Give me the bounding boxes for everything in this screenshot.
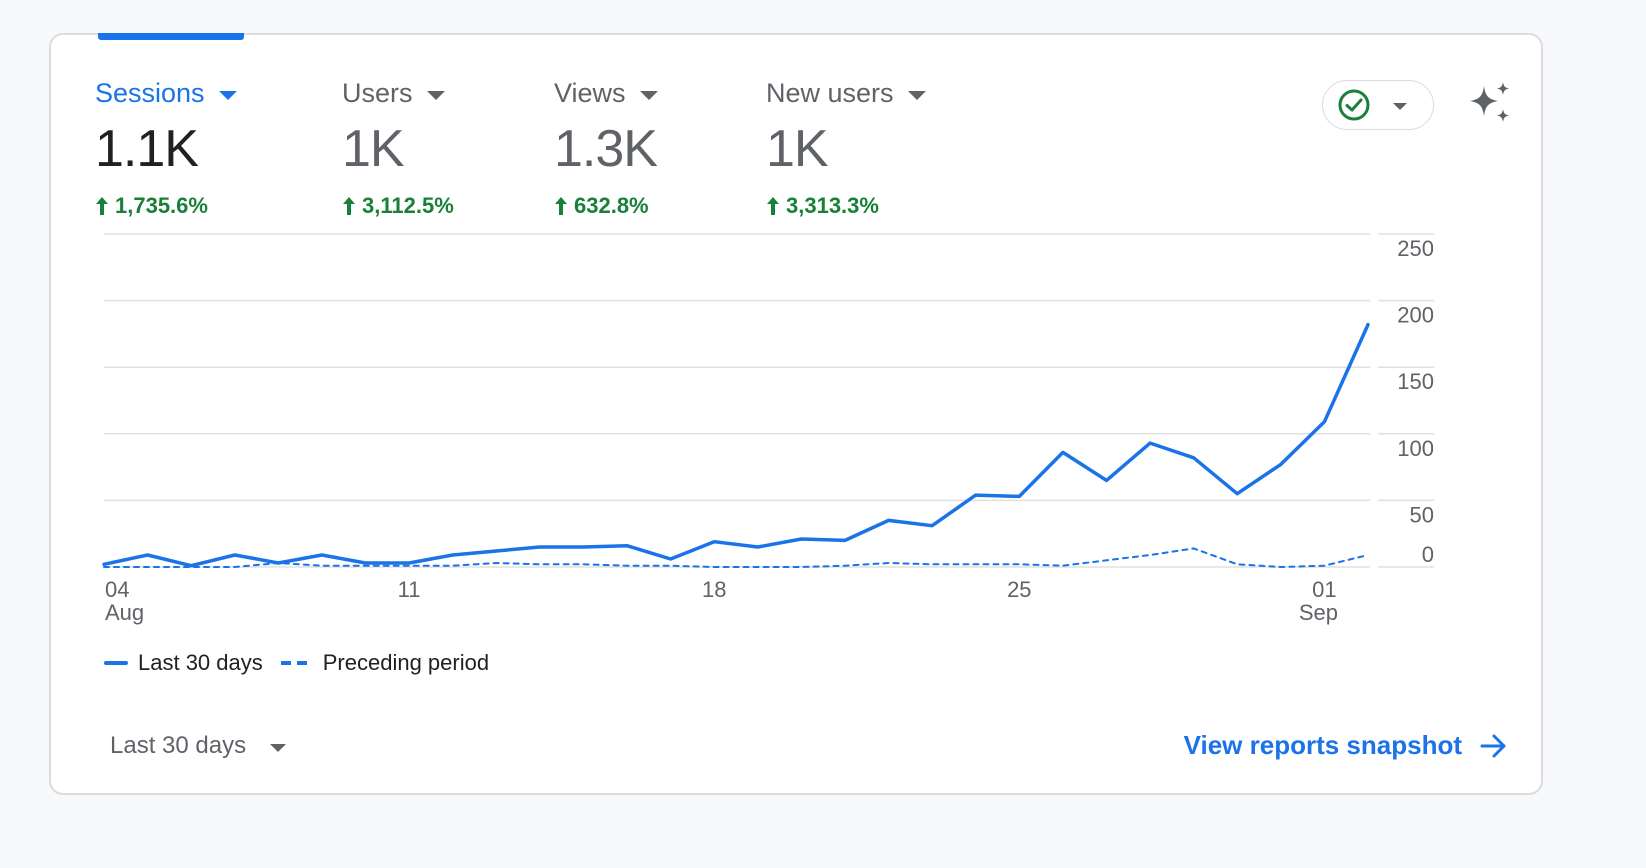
legend-item-current: Last 30 days (104, 650, 263, 676)
y-tick-label: 50 (1410, 502, 1434, 527)
arrow-up-icon (96, 197, 108, 215)
y-tick-label: 200 (1397, 303, 1434, 328)
chevron-down-icon (639, 90, 658, 100)
metric-new-users-value: 1K (766, 120, 829, 178)
metric-views-change: 632.8% (554, 193, 658, 219)
arrow-right-icon (1480, 734, 1506, 757)
metric-sessions-change-value: 1,735.6% (115, 193, 208, 218)
metric-views-value: 1.3K (554, 120, 658, 178)
chevron-down-icon (270, 743, 287, 752)
y-tick-label: 100 (1397, 436, 1434, 461)
series-line-last-30-days (102, 322, 1370, 568)
view-reports-snapshot-link[interactable]: View reports snapshot (1184, 730, 1508, 761)
metric-sessions[interactable]: Sessions 1.1K 1,735.6% (95, 78, 237, 219)
metric-views-change-value: 632.8% (574, 193, 649, 218)
chart-grid (104, 225, 1434, 575)
arrow-up-icon (343, 197, 355, 215)
chevron-down-icon (907, 90, 926, 100)
check-circle-icon (1338, 89, 1370, 121)
metric-sessions-value: 1.1K (95, 120, 199, 178)
metric-new-users-change-value: 3,313.3% (786, 193, 879, 218)
metric-users-value: 1K (342, 120, 405, 178)
metric-new-users-header[interactable]: New users (766, 78, 926, 109)
arrow-up-icon (555, 197, 567, 215)
x-tick-sublabel: Aug (105, 600, 144, 625)
y-tick-label: 0 (1422, 542, 1434, 567)
metric-new-users-change: 3,313.3% (766, 193, 926, 219)
metric-users-label: Users (342, 78, 413, 108)
sessions-overview-card (49, 33, 1543, 795)
chart-series (102, 322, 1370, 568)
legend-label-previous: Preceding period (322, 650, 490, 675)
chevron-down-icon (1393, 103, 1407, 110)
date-range-dropdown[interactable]: Last 30 days (110, 732, 287, 760)
x-tick-label: 25 (1007, 577, 1031, 602)
metric-users-header[interactable]: Users (342, 78, 454, 109)
metric-users[interactable]: Users 1K 3,112.5% (342, 78, 454, 219)
data-quality-dropdown[interactable] (1322, 80, 1434, 130)
x-tick-sublabel: Sep (1299, 600, 1338, 625)
metric-sessions-change: 1,735.6% (95, 193, 237, 219)
metric-sessions-label: Sessions (95, 78, 205, 108)
arrow-up-icon (767, 197, 779, 215)
metric-new-users-label: New users (766, 78, 894, 108)
view-reports-snapshot-label: View reports snapshot (1183, 730, 1462, 760)
x-tick-label: 18 (702, 577, 726, 602)
chevron-down-icon (426, 90, 445, 100)
series-line-preceding-period (103, 547, 1369, 568)
metric-views-label: Views (554, 78, 626, 108)
y-tick-label: 150 (1397, 369, 1434, 394)
active-tab-indicator (98, 33, 244, 40)
x-tick-label: 11 (398, 577, 421, 602)
x-tick-label: 01 (1312, 577, 1336, 602)
legend-dashed-line-icon (280, 661, 313, 665)
y-tick-label: 250 (1397, 236, 1434, 261)
date-range-label: Last 30 days (110, 732, 247, 759)
metric-views[interactable]: Views 1.3K 632.8% (554, 78, 658, 219)
metric-sessions-header[interactable]: Sessions (95, 78, 237, 109)
x-tick-label: 04 (105, 577, 129, 602)
sparkle-icon[interactable] (1466, 82, 1514, 126)
chevron-down-icon (218, 90, 237, 100)
y-axis-ticks: 250 200 150 100 50 0 (1397, 236, 1434, 567)
chart-legend: Last 30 days Preceding period (104, 650, 493, 676)
legend-label-current: Last 30 days (138, 650, 263, 675)
metric-users-change: 3,112.5% (342, 193, 454, 219)
legend-item-previous: Preceding period (280, 650, 490, 676)
legend-solid-line-icon (104, 661, 128, 665)
metric-users-change-value: 3,112.5% (362, 193, 454, 218)
metric-new-users[interactable]: New users 1K 3,313.3% (766, 78, 926, 219)
metric-views-header[interactable]: Views (554, 78, 658, 109)
